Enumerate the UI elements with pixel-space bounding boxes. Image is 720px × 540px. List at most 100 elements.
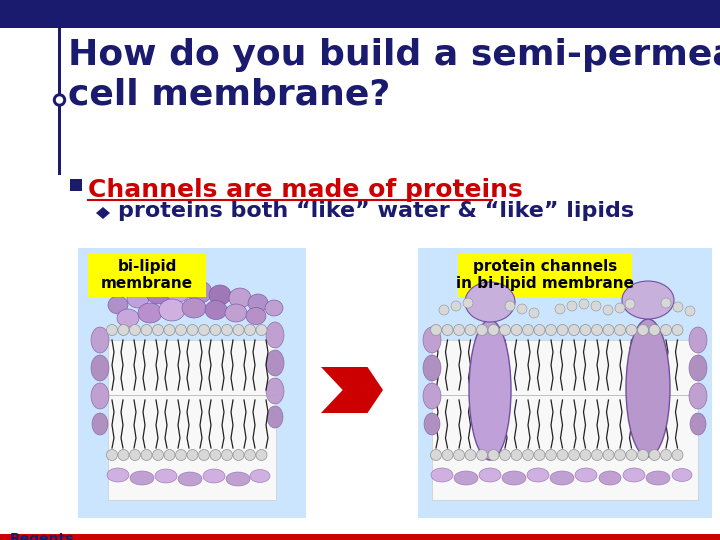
Circle shape <box>465 449 476 461</box>
Ellipse shape <box>182 298 206 318</box>
Bar <box>78 248 306 518</box>
Circle shape <box>465 325 476 335</box>
Ellipse shape <box>146 282 170 304</box>
Ellipse shape <box>127 288 149 308</box>
Circle shape <box>153 449 163 461</box>
Ellipse shape <box>226 472 250 486</box>
Circle shape <box>625 299 635 309</box>
Text: proteins both “like” water & “like” lipids: proteins both “like” water & “like” lipi… <box>118 201 634 221</box>
Circle shape <box>477 325 487 335</box>
Ellipse shape <box>465 282 515 322</box>
Circle shape <box>626 325 637 335</box>
Ellipse shape <box>108 296 128 314</box>
Ellipse shape <box>117 309 139 327</box>
Circle shape <box>580 325 591 335</box>
Bar <box>0 534 720 540</box>
Circle shape <box>534 325 545 335</box>
Circle shape <box>176 449 186 461</box>
Ellipse shape <box>91 383 109 409</box>
Ellipse shape <box>159 299 185 321</box>
Text: Regents: Regents <box>10 532 74 540</box>
Circle shape <box>210 449 221 461</box>
Circle shape <box>517 304 527 314</box>
Circle shape <box>603 325 614 335</box>
Circle shape <box>431 325 441 335</box>
Circle shape <box>649 449 660 461</box>
Ellipse shape <box>479 468 501 482</box>
Ellipse shape <box>689 383 707 409</box>
Circle shape <box>442 325 453 335</box>
Circle shape <box>567 301 577 311</box>
Circle shape <box>534 449 545 461</box>
Circle shape <box>660 449 672 461</box>
Circle shape <box>431 449 441 461</box>
Circle shape <box>141 325 152 335</box>
Circle shape <box>187 449 198 461</box>
Circle shape <box>661 298 671 308</box>
Circle shape <box>649 325 660 335</box>
Ellipse shape <box>550 471 574 485</box>
Bar <box>418 248 712 518</box>
Circle shape <box>546 449 557 461</box>
Ellipse shape <box>689 327 707 353</box>
Ellipse shape <box>92 413 108 435</box>
Circle shape <box>153 325 163 335</box>
Circle shape <box>107 325 117 335</box>
Ellipse shape <box>266 322 284 348</box>
Ellipse shape <box>623 468 645 482</box>
Circle shape <box>511 325 522 335</box>
Ellipse shape <box>250 469 270 483</box>
Bar <box>458 253 632 297</box>
Circle shape <box>523 449 534 461</box>
Ellipse shape <box>689 355 707 381</box>
Circle shape <box>488 449 499 461</box>
Ellipse shape <box>248 294 268 312</box>
Circle shape <box>660 325 672 335</box>
Circle shape <box>626 449 637 461</box>
Ellipse shape <box>267 406 283 428</box>
Circle shape <box>245 325 256 335</box>
Ellipse shape <box>622 281 674 319</box>
Ellipse shape <box>155 469 177 483</box>
Ellipse shape <box>672 469 692 482</box>
Circle shape <box>615 303 625 313</box>
Circle shape <box>141 449 152 461</box>
Circle shape <box>557 325 568 335</box>
Ellipse shape <box>205 300 227 320</box>
Ellipse shape <box>454 471 478 485</box>
Ellipse shape <box>229 288 251 308</box>
Circle shape <box>523 325 534 335</box>
Ellipse shape <box>188 281 212 303</box>
Circle shape <box>673 302 683 312</box>
Ellipse shape <box>423 355 441 381</box>
Bar <box>432 340 698 500</box>
Circle shape <box>685 306 695 316</box>
Ellipse shape <box>130 471 154 485</box>
Ellipse shape <box>265 300 283 316</box>
Circle shape <box>529 308 539 318</box>
Ellipse shape <box>469 320 511 460</box>
Circle shape <box>672 449 683 461</box>
Text: protein channels
in bi-lipid membrane: protein channels in bi-lipid membrane <box>456 259 634 291</box>
Bar <box>58 25 61 175</box>
Bar <box>70 179 82 191</box>
Circle shape <box>488 325 499 335</box>
Circle shape <box>56 97 63 103</box>
Ellipse shape <box>91 355 109 381</box>
Circle shape <box>637 449 649 461</box>
Ellipse shape <box>502 471 526 485</box>
Circle shape <box>454 449 464 461</box>
Ellipse shape <box>690 413 706 435</box>
Circle shape <box>454 325 464 335</box>
Text: Channels are made of proteins: Channels are made of proteins <box>88 178 523 202</box>
Ellipse shape <box>626 319 670 457</box>
Ellipse shape <box>107 468 129 482</box>
Ellipse shape <box>646 471 670 485</box>
Circle shape <box>672 325 683 335</box>
Circle shape <box>500 325 510 335</box>
Circle shape <box>176 325 186 335</box>
Circle shape <box>546 325 557 335</box>
Circle shape <box>592 325 603 335</box>
Text: bi-lipid
membrane: bi-lipid membrane <box>101 259 193 291</box>
Polygon shape <box>321 367 383 413</box>
